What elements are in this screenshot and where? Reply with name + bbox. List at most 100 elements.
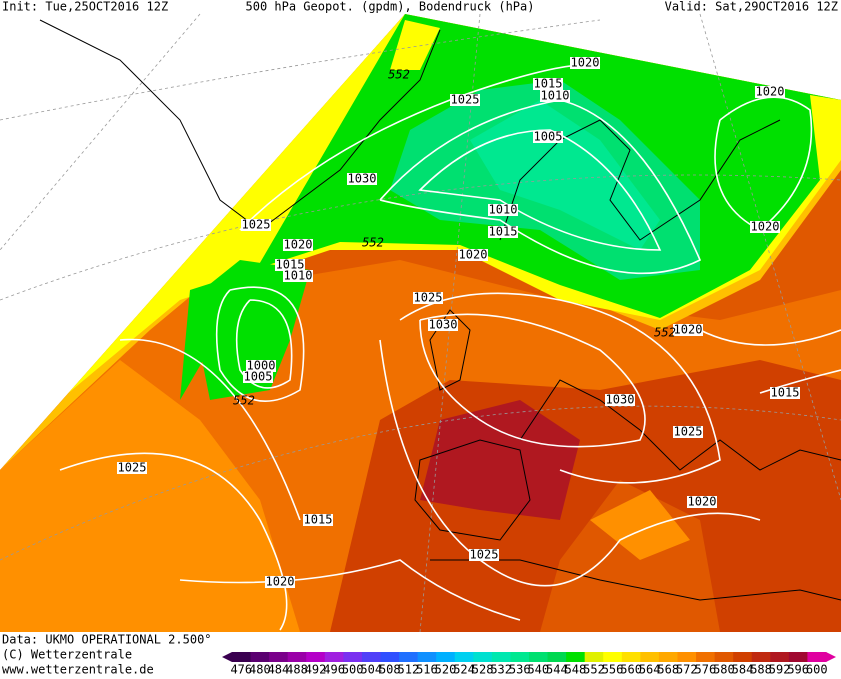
isobar-label-box (469, 549, 499, 561)
grid-lines (0, 13, 841, 633)
isobar-label-box (533, 131, 563, 143)
labels: 1020102010151010102510051030102510101015… (117, 56, 800, 589)
scale-label: 476 (230, 663, 252, 676)
scale-swatch (343, 652, 363, 662)
scale-swatch (417, 652, 437, 662)
scale-swatch (436, 652, 456, 662)
scale-swatch (306, 652, 326, 662)
init-time: Init: Tue,25OCT2016 12Z (2, 0, 168, 14)
isobar-label-box (283, 239, 313, 251)
map-title: 500 hPa Geopot. (gpdm), Bodendruck (hPa) (246, 0, 535, 14)
isobars (59, 63, 841, 631)
scale-swatch (491, 652, 511, 662)
isobar-label-box (241, 219, 271, 231)
geopotential-label: 552 (233, 394, 255, 408)
scale-label: 536 (509, 663, 531, 676)
scale-swatch (547, 652, 567, 662)
isobar-label-box (673, 324, 703, 336)
isobar-label-box (605, 394, 635, 406)
scale-label: 592 (769, 663, 791, 676)
scale-swatch (788, 652, 808, 662)
geopotential-label: 552 (362, 236, 384, 250)
isobar-label: 1025 (451, 93, 480, 107)
isobar-label: 1000 (247, 359, 276, 373)
isobar-label-box (413, 292, 443, 304)
data-source: Data: UKMO OPERATIONAL 2.500° (2, 633, 212, 647)
scale-swatch (696, 652, 716, 662)
scale-label: 552 (583, 663, 605, 676)
scale-swatch (232, 652, 252, 662)
isobar-label: 1020 (674, 323, 703, 337)
isobar-label-box (450, 94, 480, 106)
isobar-label: 1025 (118, 461, 147, 475)
scale-label: 516 (416, 663, 438, 676)
isobar-label: 1015 (304, 513, 333, 527)
scale-swatch (603, 652, 623, 662)
scale-label: 548 (565, 663, 587, 676)
scale-label: 496 (323, 663, 345, 676)
isobar-label: 1025 (414, 291, 443, 305)
scale-swatch (640, 652, 660, 662)
scale-swatch (473, 652, 493, 662)
isobar-label: 1005 (534, 130, 563, 144)
scale-label: 524 (453, 663, 475, 676)
scale-swatch (510, 652, 530, 662)
scale-swatch (399, 652, 419, 662)
isobar-label-box (347, 173, 377, 185)
scale-label: 488 (286, 663, 308, 676)
isobar-label-box (428, 319, 458, 331)
scale-swatch (566, 652, 586, 662)
geopotential-label: 552 (654, 326, 676, 340)
scale-swatch (714, 652, 734, 662)
scale-label: 532 (490, 663, 512, 676)
scale-label: 484 (268, 663, 290, 676)
isobar-label-box (673, 426, 703, 438)
scale-swatch (733, 652, 753, 662)
isobar-label-box (533, 78, 563, 90)
isobar-label-box (540, 90, 570, 102)
scale-label: 492 (305, 663, 327, 676)
isobar-label: 1020 (459, 248, 488, 262)
scale-label: 540 (527, 663, 549, 676)
scale-label: 580 (713, 663, 735, 676)
scale-swatch (250, 652, 270, 662)
isobar-label-box (246, 360, 276, 372)
scale-label: 528 (472, 663, 494, 676)
scale-swatch (380, 652, 400, 662)
isobar-label: 1015 (276, 258, 305, 272)
isobar-label: 1005 (244, 370, 273, 384)
isobar-label-box (243, 371, 273, 383)
isobar-label: 1010 (284, 269, 313, 283)
scale-label: 584 (732, 663, 754, 676)
scale-label: 564 (639, 663, 661, 676)
scale-swatch (287, 652, 307, 662)
scale-label: 504 (360, 663, 382, 676)
scale-label: 576 (695, 663, 717, 676)
isobar-label: 1025 (674, 425, 703, 439)
isobar-label-box (275, 259, 305, 271)
isobar-label-box (303, 514, 333, 526)
scale-swatch (361, 652, 381, 662)
color-scale: 4764804844884924965005045085125165205245… (222, 652, 836, 677)
isobar-label: 1010 (489, 203, 518, 217)
scale-label: 600 (806, 663, 828, 676)
isobar-label-box (755, 86, 785, 98)
isobar-label: 1020 (571, 56, 600, 70)
scale-label: 568 (657, 663, 679, 676)
scale-label: 508 (379, 663, 401, 676)
scale-label: 480 (249, 663, 271, 676)
scale-label: 544 (546, 663, 568, 676)
scale-swatch (529, 652, 549, 662)
scale-swatch (584, 652, 604, 662)
isobar-label-box (458, 249, 488, 261)
isobar-label: 1020 (756, 85, 785, 99)
scale-swatch (770, 652, 790, 662)
scale-swatch (269, 652, 289, 662)
valid-time: Valid: Sat,29OCT2016 12Z (665, 0, 838, 14)
isobar-label: 1030 (429, 318, 458, 332)
scale-arrow-right (826, 652, 836, 662)
scale-arrow-left (222, 652, 232, 662)
isobar-label-box (750, 221, 780, 233)
isobar-label-box (265, 576, 295, 588)
scale-label: 556 (602, 663, 624, 676)
